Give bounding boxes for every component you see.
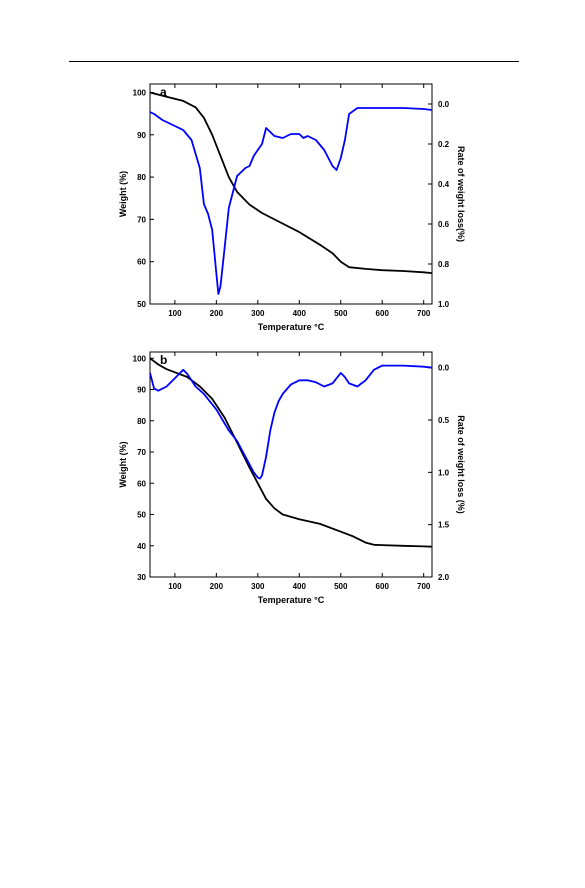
panel-label: b xyxy=(160,353,167,367)
y2-axis-title: Rate of weight loss (%) xyxy=(456,415,466,514)
weight-line xyxy=(149,357,433,548)
y-tick-label: 60 xyxy=(137,479,146,488)
x-tick-label: 200 xyxy=(210,309,224,318)
chart-panel-b: 100 200 300 400 500 600 700 30 40 50 60 70 80 90 100 0.… xyxy=(118,351,466,605)
y-tick-label: 90 xyxy=(137,386,146,395)
y-tick-label: 60 xyxy=(137,258,146,267)
x-tick-label: 300 xyxy=(251,309,265,318)
y2-tick-label: 0.6 xyxy=(438,220,450,229)
y-tick-label: 50 xyxy=(137,511,146,520)
y-tick-label: 70 xyxy=(137,448,146,457)
y2-tick-label: 0.2 xyxy=(438,140,450,149)
x-tick-label: 400 xyxy=(293,309,307,318)
y-axis-title: Weight (%) xyxy=(118,171,128,217)
y2-tick-label: 0.0 xyxy=(438,364,450,373)
x-tick-label: 200 xyxy=(210,582,224,591)
y-tick-label: 90 xyxy=(137,131,146,140)
y2-axis-title: Rate of weight loss(%) xyxy=(456,146,466,242)
y-tick-label: 40 xyxy=(137,542,146,551)
x-axis-title: Temperature °C xyxy=(258,595,325,605)
x-tick-label: 700 xyxy=(417,582,431,591)
y-tick-label: 100 xyxy=(133,354,147,363)
y2-tick-label: 1.0 xyxy=(438,468,450,477)
rate-of-weight-loss-line xyxy=(149,364,433,480)
x-tick-label: 100 xyxy=(168,309,182,318)
y-tick-label: 50 xyxy=(137,300,146,309)
x-tick-label: 600 xyxy=(376,309,390,318)
panel-label: a xyxy=(160,85,167,99)
y-tick-label: 70 xyxy=(137,215,146,224)
rate-of-weight-loss-line xyxy=(149,107,433,295)
y2-tick-label: 0.5 xyxy=(438,416,450,425)
y-tick-label: 30 xyxy=(137,573,146,582)
x-tick-label: 400 xyxy=(293,582,307,591)
x-tick-label: 500 xyxy=(334,309,348,318)
y-tick-label: 80 xyxy=(137,173,146,182)
y-tick-label: 80 xyxy=(137,417,146,426)
y-tick-label: 100 xyxy=(133,88,147,97)
plot-frame xyxy=(149,351,433,578)
x-tick-label: 600 xyxy=(376,582,390,591)
x-tick-label: 500 xyxy=(334,582,348,591)
chart-panel-a: 100 200 300 400 500 600 700 50 60 70 80 90 100 0.0 0.2… xyxy=(118,83,466,332)
plot-frame xyxy=(149,83,433,305)
x-tick-label: 700 xyxy=(417,309,431,318)
y2-tick-label: 2.0 xyxy=(438,573,450,582)
y2-tick-label: 1.5 xyxy=(438,521,450,530)
y2-tick-label: 0.4 xyxy=(438,180,450,189)
x-tick-label: 300 xyxy=(251,582,265,591)
page-header-rule xyxy=(69,61,519,62)
weight-line xyxy=(149,91,433,274)
y2-tick-label: 1.0 xyxy=(438,300,450,309)
x-axis-title: Temperature °C xyxy=(258,322,325,332)
y2-tick-label: 0.0 xyxy=(438,100,450,109)
y-axis-title: Weight (%) xyxy=(118,441,128,487)
y2-tick-label: 0.8 xyxy=(438,260,450,269)
x-tick-label: 100 xyxy=(168,582,182,591)
